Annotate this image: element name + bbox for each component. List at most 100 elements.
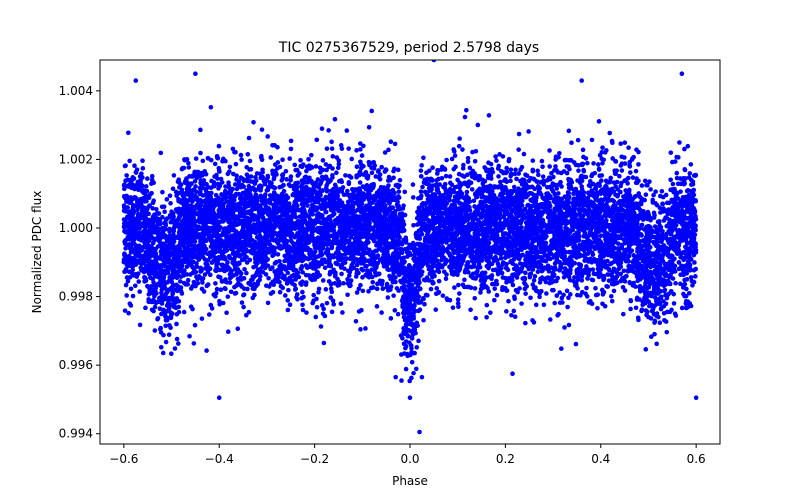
data-point [462, 114, 468, 120]
data-point [149, 173, 155, 179]
data-point [338, 301, 344, 306]
data-point [633, 168, 639, 174]
data-point [408, 343, 414, 348]
data-point [304, 310, 309, 315]
data-point [374, 304, 380, 309]
data-point [508, 167, 514, 172]
data-point [277, 289, 283, 295]
data-point [433, 307, 439, 312]
data-point [222, 285, 228, 291]
data-point [641, 217, 646, 222]
data-point [124, 275, 130, 280]
data-point [567, 158, 572, 163]
data-point [623, 188, 628, 193]
data-point [121, 183, 127, 188]
data-point [184, 264, 190, 269]
data-point [647, 303, 652, 309]
data-point [345, 292, 350, 298]
data-point [599, 287, 605, 293]
data-point [530, 282, 536, 287]
data-point [434, 286, 440, 291]
data-point [456, 171, 462, 177]
data-point [656, 220, 662, 225]
data-point [319, 126, 325, 131]
data-point [626, 145, 631, 150]
data-point [341, 280, 346, 286]
data-point [512, 314, 518, 320]
data-point [239, 300, 245, 305]
data-point [200, 276, 206, 281]
data-point [314, 137, 320, 143]
data-point [167, 193, 173, 199]
data-point [549, 170, 554, 176]
data-point [319, 303, 325, 308]
data-point [595, 305, 600, 311]
data-point [174, 336, 180, 342]
data-point [614, 274, 620, 279]
data-point [500, 275, 506, 280]
data-point [226, 180, 231, 185]
data-point [212, 161, 218, 167]
data-point [585, 160, 590, 166]
data-point [584, 285, 589, 291]
data-point [245, 151, 251, 157]
data-point [122, 308, 128, 313]
data-point [177, 279, 183, 284]
data-point [382, 150, 388, 155]
data-point [547, 164, 552, 169]
data-point [145, 176, 150, 181]
data-point [225, 260, 230, 265]
data-point [140, 158, 145, 163]
data-point [244, 172, 250, 177]
data-point [213, 281, 218, 286]
data-point [682, 181, 688, 186]
data-point [562, 157, 568, 163]
data-point [471, 198, 477, 204]
data-point [488, 310, 493, 315]
data-point [292, 162, 298, 168]
data-point [396, 272, 402, 278]
data-point [321, 306, 326, 312]
data-point [464, 107, 469, 113]
data-point [359, 307, 364, 313]
data-point [523, 270, 528, 276]
data-point [440, 293, 446, 298]
data-point [452, 149, 457, 154]
data-point [236, 247, 242, 252]
data-point [436, 278, 442, 284]
data-point [175, 341, 181, 346]
data-point [123, 178, 128, 184]
data-point [521, 151, 527, 157]
data-point [671, 301, 677, 306]
data-point [321, 340, 327, 346]
data-point [600, 292, 606, 297]
data-point [512, 294, 517, 300]
data-point [201, 289, 207, 294]
data-point [644, 182, 649, 188]
data-point [207, 272, 213, 278]
data-point [395, 311, 401, 317]
data-point [517, 286, 522, 291]
data-point [127, 158, 132, 164]
data-point [544, 291, 549, 296]
data-point [484, 302, 490, 308]
data-point [300, 307, 306, 313]
data-point [411, 370, 416, 376]
data-point [391, 293, 396, 298]
data-point [547, 148, 552, 153]
data-point [411, 222, 416, 228]
data-point [585, 276, 590, 281]
data-point [164, 197, 170, 202]
data-point [233, 161, 239, 167]
data-point [621, 311, 626, 317]
data-point [687, 171, 693, 176]
data-point [300, 289, 305, 295]
data-point [343, 173, 348, 178]
data-point [444, 157, 449, 163]
data-point [484, 314, 489, 320]
data-point [403, 366, 409, 372]
data-point [247, 158, 253, 164]
data-point [266, 275, 271, 281]
data-point [464, 189, 470, 195]
